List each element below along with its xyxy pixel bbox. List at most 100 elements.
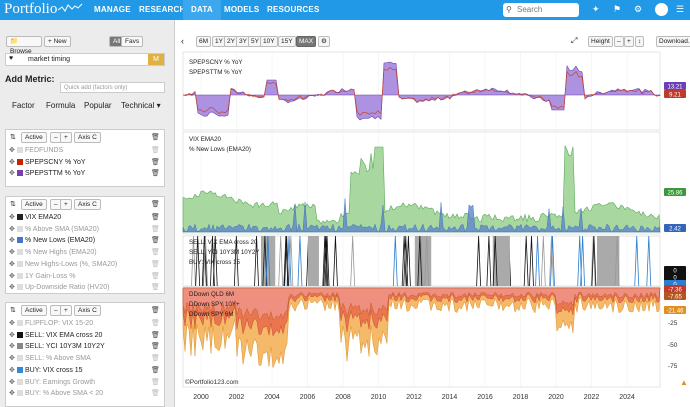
- metric-row[interactable]: ✥% Above SMA (SMA20): [9, 225, 99, 233]
- nav-models[interactable]: MODELS: [224, 5, 260, 14]
- value-tag: [664, 306, 686, 314]
- search-input[interactable]: ⚲ Search: [503, 3, 579, 17]
- delete-group-icon[interactable]: 🗑: [151, 307, 160, 314]
- plus-button[interactable]: +: [60, 199, 72, 210]
- metric-row[interactable]: ✥ BUY: VIX cross 15: [9, 366, 83, 374]
- metric-row[interactable]: ✥ Up-Downside Ratio (HV20): [9, 284, 110, 292]
- folder-select[interactable]: ♥ market timing M: [5, 53, 165, 66]
- value-tag: [664, 273, 686, 281]
- chart-settings-button[interactable]: ⚙: [318, 36, 330, 47]
- range-6m[interactable]: 6M: [196, 36, 212, 47]
- delete-metric-icon[interactable]: 🗑: [151, 343, 160, 351]
- metric-row[interactable]: ✥ SELL: VIX EMA cross 20: [9, 331, 103, 339]
- metric-row[interactable]: ✥ FLIPFLOP: VIX 15-20: [9, 320, 94, 327]
- signal-mark: [550, 235, 555, 287]
- scroll-top-icon: ▲: [680, 378, 688, 387]
- range-10y[interactable]: 10Y: [260, 36, 278, 47]
- metric-row[interactable]: ✥ FEDFUNDS: [9, 147, 64, 154]
- browse-button[interactable]: 📁Browse: [6, 36, 42, 55]
- series-spepsttm: [182, 61, 661, 121]
- pin-icon[interactable]: ✦: [592, 4, 600, 14]
- heart-icon: ♥: [9, 55, 14, 62]
- height-minus-button[interactable]: –: [614, 36, 624, 47]
- delete-metric-icon[interactable]: 🗑: [151, 320, 160, 327]
- signal-mark: [614, 235, 620, 287]
- nav-research[interactable]: RESEARCH: [139, 5, 186, 14]
- nav-resources[interactable]: RESOURCES: [267, 5, 320, 14]
- delete-metric-icon[interactable]: 🗑: [151, 170, 160, 178]
- height-label: Height: [588, 36, 613, 47]
- signal-mark: [590, 235, 596, 287]
- tab-popular[interactable]: Popular: [84, 101, 112, 110]
- nav-data[interactable]: DATA: [183, 0, 221, 20]
- metric-row[interactable]: ✥% New Lows (EMA20): [9, 237, 96, 245]
- series-ddown-spy-10y: [182, 287, 661, 321]
- x-tick-label: 2018: [513, 394, 529, 401]
- signal-mark: [297, 235, 303, 287]
- metric-row[interactable]: ✥ SELL: % Above SMA: [9, 355, 91, 363]
- tab-formula[interactable]: Formula: [46, 101, 76, 110]
- new-button[interactable]: + New: [44, 36, 71, 47]
- plus-button[interactable]: +: [60, 305, 72, 316]
- axis-button[interactable]: Axis C: [74, 305, 101, 316]
- collapse-icon[interactable]: ‹: [181, 36, 184, 46]
- metric-row[interactable]: ✥ BUY: % Above SMA < 20: [9, 390, 104, 398]
- delete-metric-icon[interactable]: 🗑: [151, 355, 160, 363]
- download-button[interactable]: Download...: [656, 36, 690, 47]
- delete-metric-icon[interactable]: 🗑: [151, 284, 160, 292]
- app-logo[interactable]: Portfolio: [4, 1, 83, 18]
- range-max[interactable]: MAX: [296, 36, 317, 47]
- metric-row[interactable]: ✥ New Highs-Lows (%, SMA20): [9, 260, 118, 268]
- delete-metric-icon[interactable]: 🗑: [151, 390, 160, 398]
- delete-group-icon[interactable]: 🗑: [151, 134, 160, 141]
- delete-metric-icon[interactable]: 🗑: [151, 225, 160, 233]
- quick-add-input[interactable]: Quick add (factors only): [60, 82, 165, 93]
- metric-row[interactable]: ✥ SPEPSTTM % YoY: [9, 170, 86, 178]
- height-fit-button[interactable]: ↕: [635, 36, 645, 47]
- active-toggle[interactable]: Active: [21, 199, 47, 210]
- tab-factor[interactable]: Factor: [12, 101, 35, 110]
- avatar[interactable]: [655, 3, 668, 16]
- x-tick-label: 2002: [229, 394, 245, 401]
- tab-technical[interactable]: Technical ▾: [121, 101, 161, 110]
- delete-metric-icon[interactable]: 🗑: [151, 237, 160, 245]
- signal-block: [608, 236, 620, 286]
- delete-metric-icon[interactable]: 🗑: [151, 147, 160, 154]
- signal-mark: [283, 235, 289, 287]
- value-tag-label: 25.86: [667, 190, 683, 196]
- metric-row[interactable]: ✥ VIX EMA20: [9, 214, 62, 221]
- delete-metric-icon[interactable]: 🗑: [151, 378, 160, 386]
- nav-manage[interactable]: MANAGE: [94, 5, 131, 14]
- delete-metric-icon[interactable]: 🗑: [151, 249, 160, 257]
- axis-button[interactable]: Axis C: [74, 199, 101, 210]
- metric-group-2: ⇅ Active – + Axis C 🗑 ✥ VIX EMA20 🗑 ✥% Abov…: [5, 196, 165, 294]
- signal-mark: [476, 235, 482, 287]
- range-15y[interactable]: 15Y: [278, 36, 296, 47]
- settings-icon[interactable]: ⚙: [634, 4, 643, 14]
- expand-icon[interactable]: ⤢: [571, 36, 578, 45]
- active-toggle[interactable]: Active: [21, 305, 47, 316]
- delete-group-icon[interactable]: 🗑: [151, 201, 160, 208]
- delete-metric-icon[interactable]: 🗑: [151, 366, 160, 374]
- metric-row[interactable]: ✥ SPEPSCNY % YoY: [9, 158, 86, 166]
- x-tick-label: 2024: [619, 394, 635, 401]
- plus-button[interactable]: +: [60, 132, 72, 143]
- value-tag: [664, 224, 686, 232]
- delete-metric-icon[interactable]: 🗑: [151, 260, 160, 268]
- value-tag: [664, 292, 686, 300]
- metric-row[interactable]: ✥ SELL: YCI 10Y3M 10Y2Y: [9, 343, 105, 351]
- delete-metric-icon[interactable]: 🗑: [151, 158, 160, 166]
- metric-row[interactable]: ✥% New Highs (EMA20): [9, 249, 97, 257]
- delete-metric-icon[interactable]: 🗑: [151, 214, 160, 221]
- height-plus-button[interactable]: +: [624, 36, 634, 47]
- favs-tab[interactable]: Favs: [121, 36, 144, 47]
- delete-metric-icon[interactable]: 🗑: [151, 331, 160, 339]
- bell-icon[interactable]: ⚑: [613, 4, 622, 14]
- metric-row[interactable]: ✥ BUY: Earnings Growth: [9, 378, 96, 386]
- menu-icon[interactable]: ☰: [676, 4, 685, 14]
- axis-button[interactable]: Axis C: [74, 132, 101, 143]
- delete-metric-icon[interactable]: 🗑: [151, 272, 160, 280]
- metric-row[interactable]: ✥ 1Y Gain-Loss %: [9, 272, 76, 280]
- active-toggle[interactable]: Active: [21, 132, 47, 143]
